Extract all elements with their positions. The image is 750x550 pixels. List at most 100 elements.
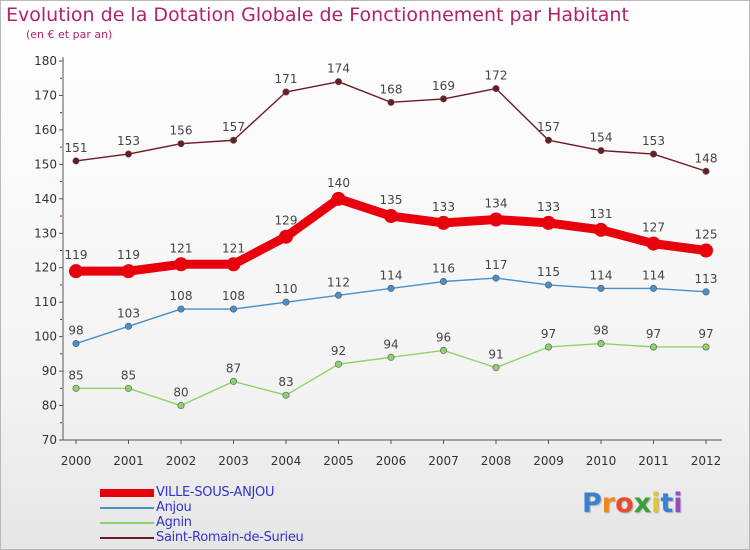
data-label: 121 [222,241,245,255]
data-label: 87 [226,361,241,375]
legend-swatch [100,521,154,524]
x-tick-label: 2010 [586,454,617,468]
data-point [334,78,342,86]
data-label: 83 [278,375,293,389]
y-tick-label: 140 [34,192,57,206]
data-point [541,215,556,230]
chart-subtitle: (en € et par an) [26,28,113,41]
data-label: 108 [222,289,245,303]
data-point [282,298,290,306]
data-label: 151 [65,141,88,155]
data-point [597,147,605,155]
logo-letter: i [673,488,683,519]
data-label: 92 [331,344,346,358]
y-tick-label: 80 [42,399,57,413]
data-point [331,191,346,206]
data-point [649,150,657,158]
data-point [387,98,395,106]
data-point [72,157,80,165]
series-saint-romain-de-surieu: 151 153 156 157 171 174 168 169 172 157 154 153 148 [65,62,717,175]
x-tick-label: 2004 [271,454,302,468]
data-label: 94 [383,337,398,351]
data-label: 168 [380,82,403,96]
series-ville-sous-anjou: 119 119 121 121 129 140 135 133 134 133 131 127 125 [65,176,718,279]
x-tick-label: 2002 [166,454,197,468]
data-label: 171 [275,72,298,86]
data-point [279,229,293,244]
data-label: 112 [327,275,350,289]
data-point [174,257,188,272]
x-tick-label: 2009 [533,454,564,468]
data-point [646,236,661,251]
data-label: 134 [485,196,508,210]
data-point [230,377,238,385]
data-label: 129 [275,214,298,228]
x-tick-label: 2005 [323,454,354,468]
data-label: 157 [222,120,245,134]
logo-letter: i [651,488,661,519]
data-label: 135 [380,193,403,207]
x-tick-label: 2012 [691,454,722,468]
data-point [702,167,710,175]
y-tick-label: 130 [34,226,57,240]
data-point [125,384,133,392]
y-tick-label: 110 [34,295,57,309]
data-label: 140 [327,176,350,190]
data-point [649,284,657,292]
data-point [544,136,552,144]
x-tick-label: 2003 [218,454,249,468]
legend-swatch [100,536,154,539]
data-point [226,257,241,272]
series-agnin: 85 85 80 87 83 92 94 96 91 97 98 97 97 [68,324,714,410]
data-label: 97 [646,327,661,341]
data-label: 115 [537,265,560,279]
data-point [230,136,238,144]
data-label: 97 [541,327,556,341]
data-label: 96 [436,330,451,344]
legend: VILLE-SOUS-ANJOU Anjou Agnin Saint-Romain-d… [100,485,304,545]
data-label: 169 [432,79,455,93]
data-label: 125 [695,228,718,242]
data-point [492,85,500,93]
y-tick-label: 90 [42,364,57,378]
data-label: 85 [121,368,136,382]
data-point [125,150,133,158]
legend-item: Agnin [100,515,303,530]
data-label: 117 [485,258,508,272]
data-point [597,284,605,292]
data-label: 98 [593,324,608,338]
data-point [177,402,185,410]
data-point [282,88,290,96]
logo-letter: o [615,488,634,519]
y-tick-label: 150 [34,157,57,171]
data-label: 133 [432,200,455,214]
data-point [594,222,608,237]
data-point [492,364,500,372]
logo-letter: r [601,488,616,519]
data-label: 121 [170,241,193,255]
legend-swatch [100,488,154,497]
x-tick-label: 2007 [428,454,459,468]
y-tick-label: 160 [34,123,57,137]
data-label: 110 [275,282,298,296]
data-point [544,281,552,289]
data-label: 174 [327,62,350,76]
x-tick-label: 2000 [61,454,92,468]
x-tick-label: 2011 [638,454,669,468]
legend-item: Saint-Romain-de-Surieu [100,530,304,545]
legend-item: Anjou [100,500,303,515]
data-point [544,343,552,351]
x-tick-label: 2008 [481,454,512,468]
data-label: 114 [380,268,403,282]
data-point [387,284,395,292]
data-label: 156 [170,124,193,138]
legend-item: VILLE-SOUS-ANJOU [100,485,303,500]
data-point [72,384,80,392]
logo-letter: x [633,488,652,519]
data-point [649,343,657,351]
data-point [334,291,342,299]
y-tick-label: 170 [34,88,57,102]
data-point [387,353,395,361]
data-label: 119 [117,248,140,262]
